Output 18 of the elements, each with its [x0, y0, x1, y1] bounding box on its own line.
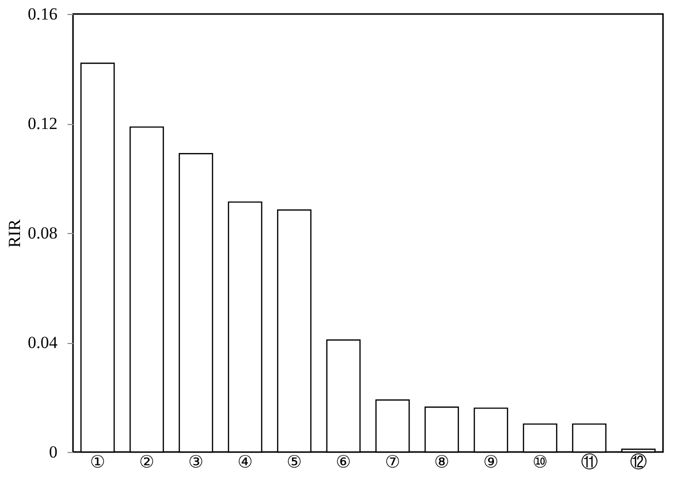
x-tick-label: ⑥ [336, 452, 352, 472]
y-tick-label: 0.16 [28, 4, 58, 24]
x-tick-label: ① [90, 452, 106, 472]
y-tick-label: 0 [49, 442, 58, 462]
x-tick-label: ⑧ [434, 452, 450, 472]
x-tick-label: ② [139, 452, 154, 472]
x-tick-label: ⑦ [384, 452, 400, 472]
y-axis-title: RIR [4, 218, 24, 248]
x-tick-label: ⑩ [532, 452, 548, 472]
y-tick-label: 0.08 [28, 224, 58, 242]
x-tick-label: ⑫ [630, 452, 647, 472]
x-tick-label: ⑨ [483, 452, 499, 472]
y-tick-label: 0.12 [28, 114, 58, 133]
x-tick-label: ⑪ [580, 452, 598, 472]
x-tick-label: ③ [188, 452, 204, 472]
x-tick-label: ⑤ [286, 452, 302, 472]
x-tick-label: ④ [237, 452, 253, 472]
y-tick-label: 0.04 [28, 333, 58, 352]
